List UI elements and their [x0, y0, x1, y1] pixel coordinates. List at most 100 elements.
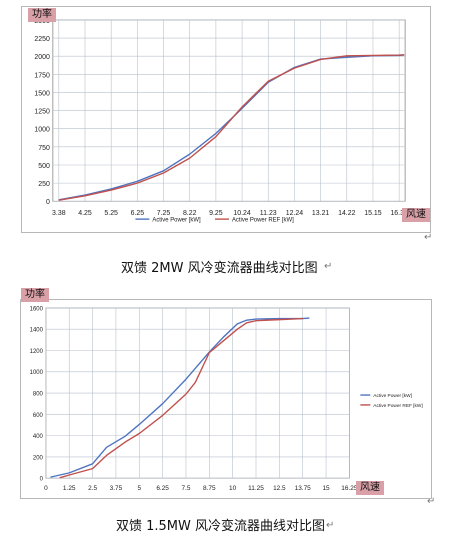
chart-1-5mw-x-tick-label: 3.75: [110, 485, 123, 492]
chart-2mw: 025050075010001250150017502000225025003.…: [34, 18, 408, 224]
chart-2mw-data-point: [346, 56, 348, 58]
chart-2mw-x-tick-label: 9.25: [209, 210, 223, 217]
chart-1-5mw-data-point: [138, 424, 140, 425]
chart-2mw-data-point: [189, 157, 191, 159]
chart-1-5mw-series-line-1: [50, 317, 310, 478]
chart-2mw-x-tick-label: 14.22: [338, 210, 356, 217]
chart-1-5mw-data-point: [278, 319, 280, 321]
chart-1-5mw-x-tick-label: 12.5: [273, 485, 286, 492]
chart-2mw-data-point: [241, 106, 243, 108]
chart-2mw-data-point: [372, 55, 374, 56]
chart-1-5mw-data-point: [68, 472, 70, 474]
chart-2mw-y-tick-label: 2250: [34, 36, 50, 43]
chart-2mw-data-point: [58, 199, 60, 201]
chart-2mw-data-point: [189, 153, 191, 155]
chart-1-5mw-legend-label: Active Power [kW]: [373, 393, 412, 399]
chart-2mw-x-tick-label: 10.24: [233, 210, 251, 217]
chart-2mw-x-tick-label: 5.25: [104, 210, 118, 217]
chart-2mw-x-tick-label: 3.38: [52, 210, 66, 217]
chart-1-5mw-x-tick-label: 6.25: [156, 485, 169, 492]
chart-1-5mw-data-point: [236, 328, 238, 330]
chart-1-5mw-data-point: [255, 320, 257, 322]
chart-1-5mw-x-tick-label: 10: [229, 485, 237, 492]
chart-1-5mw-data-point: [50, 476, 51, 478]
chart-2mw-y-tick-label: 1000: [34, 127, 50, 134]
chart-2mw-y-tick-label: 2000: [34, 54, 50, 61]
chart-2mw-data-point: [136, 182, 138, 184]
chart-2mw-data-point: [403, 54, 405, 56]
chart-1-5mw-data-point: [246, 322, 248, 324]
chart-1-5mw-y-tick-label: 1600: [30, 306, 44, 312]
chart-1-5mw-data-point: [222, 340, 224, 342]
chart-1-5mw-x-tick-label: 1.25: [63, 485, 76, 492]
chart-1-5mw-data-point: [124, 441, 126, 443]
chart-2mw-y-axis-label: 功率: [28, 8, 56, 22]
chart-1-5mw-x-tick-label: 16.25: [341, 485, 358, 492]
chart-2mw-x-tick-label: 15.15: [364, 210, 382, 217]
chart-2mw-x-axis-label: 风速: [402, 208, 430, 222]
chart-1-5mw-y-axis-label: 功率: [21, 288, 49, 302]
chart-1-5mw-legend-label: Active Power REF [kW]: [373, 403, 422, 409]
chart-2mw-data-point: [215, 133, 217, 134]
chart-1-5mw-frame: 0 200 400 600 800 1000 1200 1400 1600 0 1.25 2.5 3.7…: [20, 299, 432, 499]
chart-2mw-caption-return-mark: ↵: [324, 261, 333, 272]
chart-1-5mw-y-tick-label: 400: [33, 434, 44, 440]
chart-1-5mw-data-point: [92, 463, 93, 465]
chart-1-5mw-y-tick-label: 0: [40, 477, 44, 483]
chart-2mw-x-tick-label: 6.25: [131, 210, 145, 217]
chart-1-5mw-data-point: [185, 378, 187, 380]
chart-2mw-y-tick-label: 750: [38, 145, 50, 152]
chart-1-5mw-data-point: [208, 352, 210, 354]
chart-1-5mw-data-point: [308, 317, 310, 319]
chart-2mw-data-point: [346, 55, 348, 57]
chart-2mw-data-point: [110, 188, 112, 190]
chart-1-5mw-x-tick-label: 13.75: [295, 485, 312, 492]
chart-2mw-y-tick-label: 1250: [34, 109, 50, 116]
chart-2mw-x-tick-label: 16.33: [390, 210, 408, 217]
chart-1-5mw-caption: 双馈 1.5MW 风冷变流器曲线对比图: [116, 519, 326, 534]
chart-1-5mw-data-point: [106, 454, 107, 456]
chart-1-5mw-x-tick-label: 2.5: [88, 485, 97, 492]
chart-2mw-data-point: [163, 170, 164, 172]
chart-1-5mw-data-point: [124, 435, 126, 437]
chart-1-5mw-x-tick-label: 5: [137, 485, 141, 492]
chart-2mw-y-tick-label: 250: [38, 181, 50, 188]
chart-1-5mw-series-line-2: [59, 317, 303, 479]
chart-2mw-y-tick-label: 1500: [34, 90, 50, 97]
chart-1-5mw-caption-return-mark: ↵: [326, 520, 335, 531]
chart-1-5mw-data-point: [138, 433, 140, 434]
chart-2mw-y-tick-label: 1750: [34, 72, 50, 79]
chart-1-5mw-x-tick-label: 0: [44, 485, 48, 492]
chart-1-5mw-data-point: [194, 382, 196, 383]
chart-1-5mw-data-point: [92, 468, 93, 470]
chart-2mw-y-tick-label: 0: [46, 199, 50, 206]
chart-1-5mw-y-tick-label: 200: [33, 455, 44, 461]
chart-2mw-data-point: [215, 136, 217, 138]
chart-2mw-x-tick-label: 13.21: [312, 210, 330, 217]
chart-2mw-frame: 025050075010001250150017502000225025003.…: [21, 6, 431, 233]
chart-2mw-x-tick-label: 7.25: [157, 210, 171, 217]
chart-2mw-x-tick-label: 4.25: [78, 210, 92, 217]
chart-1-5mw-data-point: [162, 415, 164, 416]
chart-1-5mw-return-mark: ↵: [427, 496, 436, 507]
chart-1-5mw-data-point: [246, 319, 248, 321]
chart-1-5mw-data-point: [185, 393, 187, 395]
chart-1-5mw-data-point: [68, 474, 70, 476]
chart-2mw-y-tick-label: 500: [38, 163, 50, 170]
chart-1-5mw-x-tick-label: 11.25: [248, 485, 264, 492]
chart-1-5mw-y-tick-label: 1400: [30, 328, 44, 334]
chart-2mw-data-point: [136, 180, 138, 182]
chart-1-5mw: 0 200 400 600 800 1000 1200 1400 1600 0 1.25 2.5 3.7…: [30, 306, 423, 492]
chart-2mw-data-point: [163, 172, 164, 174]
chart-2mw-legend-label: Active Power [kW]: [152, 218, 201, 224]
chart-1-5mw-data-point: [302, 318, 304, 319]
chart-1-5mw-data-point: [162, 403, 164, 405]
chart-2mw-legend-label: Active Power REF [kW]: [232, 218, 294, 224]
chart-2mw-x-tick-label: 11.23: [260, 210, 277, 217]
chart-1-5mw-x-tick-label: 15: [322, 485, 330, 492]
chart-1-5mw-x-axis-label: 风速: [356, 481, 384, 495]
chart-2mw-data-point: [294, 67, 295, 69]
chart-1-5mw-data-point: [255, 318, 257, 320]
chart-1-5mw-x-tick-label: 7.5: [181, 485, 190, 492]
